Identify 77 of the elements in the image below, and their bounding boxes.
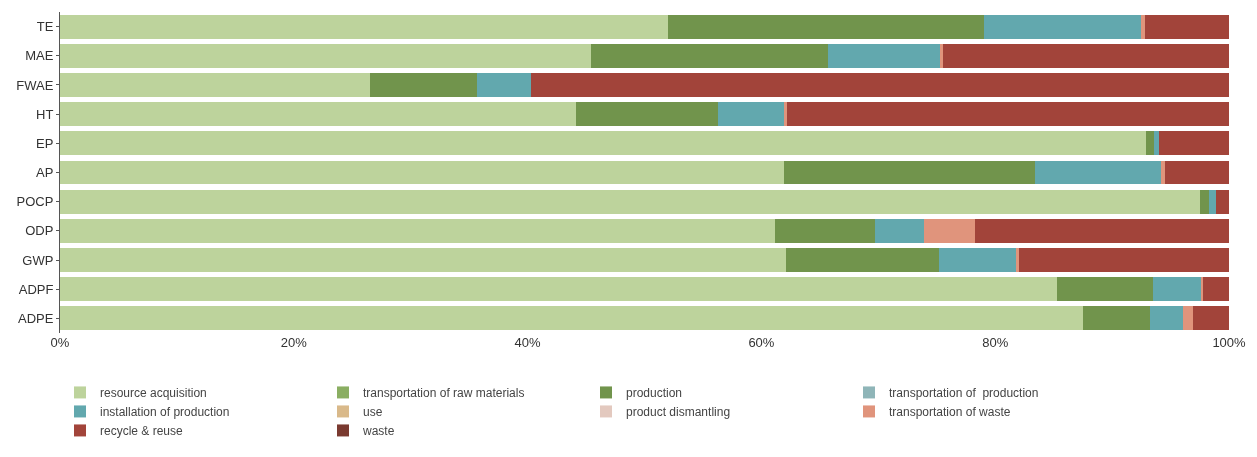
bar (590, 43, 829, 68)
bar (1192, 306, 1229, 331)
legend-label: resource acquisition (100, 386, 207, 401)
bar (975, 218, 1229, 243)
y-tick-label: ODP (25, 223, 54, 239)
bar (1141, 14, 1145, 39)
y-tick-label: HT (36, 106, 54, 122)
bar (60, 131, 1146, 156)
bar (1016, 248, 1019, 273)
y-tick-label: POCP (16, 194, 54, 210)
bar (939, 248, 1017, 273)
bar (1153, 277, 1201, 302)
bar (828, 43, 941, 68)
bar (531, 72, 1229, 97)
bar (60, 189, 1200, 214)
x-tick-label: 100% (1212, 335, 1247, 350)
bar (1158, 131, 1229, 156)
x-tick-label: 80% (982, 335, 1009, 350)
bar (1082, 306, 1150, 331)
bar (1149, 306, 1184, 331)
bar (60, 248, 786, 273)
x-tick-label: 20% (280, 335, 308, 350)
bar (1199, 189, 1210, 214)
bar (783, 160, 1035, 185)
legend-label: waste (362, 424, 395, 439)
y-tick-label: EP (36, 135, 54, 151)
x-tick-label: 60% (748, 335, 775, 350)
bar (60, 43, 591, 68)
legend-label: recycle & reuse (100, 424, 184, 439)
legend-label: production (626, 386, 683, 401)
bar (1164, 160, 1229, 185)
legend-label: use (363, 405, 383, 420)
bar (60, 277, 1058, 302)
bar (60, 306, 1083, 331)
legend-label: product dismantling (626, 405, 731, 420)
bar (983, 14, 1142, 39)
bar (787, 102, 1229, 127)
bar (775, 218, 875, 243)
legend-label: transportation of production (889, 386, 1039, 401)
bar (874, 218, 924, 243)
bar (575, 102, 719, 127)
bar (60, 14, 668, 39)
bar (1216, 189, 1229, 214)
bar (60, 218, 776, 243)
bar (369, 72, 478, 97)
y-tick-label: MAE (25, 48, 54, 64)
bar (1034, 160, 1162, 185)
x-tick-label: 40% (514, 335, 542, 350)
bar (1203, 277, 1229, 302)
legend-label: installation of production (100, 405, 230, 420)
y-tick-label: ADPE (17, 310, 54, 326)
y-tick-label: ADPF (18, 281, 54, 297)
bar (1146, 131, 1155, 156)
y-tick-label: TE (36, 19, 54, 35)
bar (718, 102, 784, 127)
bar (1154, 131, 1159, 156)
x-tick-label: 0% (50, 335, 70, 350)
y-tick-label: AP (36, 165, 54, 181)
y-tick-label: FWAE (16, 77, 54, 93)
bar (1183, 306, 1193, 331)
bar (940, 43, 943, 68)
bar (667, 14, 984, 39)
bar (942, 43, 1229, 68)
bar (477, 72, 532, 97)
bar (1144, 14, 1229, 39)
bar (1057, 277, 1154, 302)
bar (60, 160, 784, 185)
y-tick-label: GWP (22, 252, 54, 268)
legend-label: transportation of raw materials (363, 386, 525, 401)
bar (1209, 189, 1217, 214)
bar (60, 72, 370, 97)
legend-label: transportation of waste (889, 405, 1011, 420)
bar (923, 218, 976, 243)
bar (785, 248, 940, 273)
bar (1018, 248, 1229, 273)
bar (1161, 160, 1165, 185)
bar (60, 102, 576, 127)
